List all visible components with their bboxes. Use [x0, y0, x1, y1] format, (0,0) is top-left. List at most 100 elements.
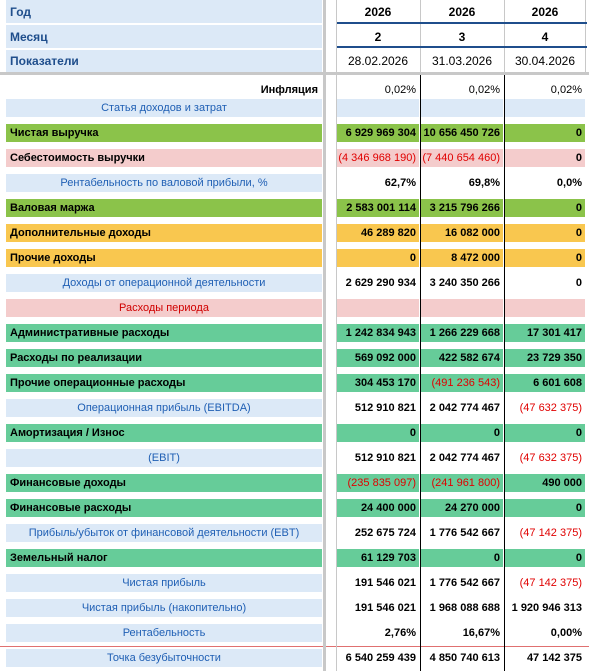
row-col1[interactable]: 191 546 021 [337, 599, 419, 617]
row-col2[interactable]: (7 440 654 460) [421, 149, 503, 167]
inflation-col3[interactable]: 0,02% [505, 80, 585, 100]
row-label[interactable]: Валовая маржа [6, 199, 322, 217]
row-col2[interactable]: 16,67% [421, 624, 503, 642]
row-label[interactable]: Точка безубыточности [6, 649, 322, 667]
row-col3[interactable]: 0 [505, 499, 585, 517]
row-label[interactable]: Чистая прибыль (накопительно) [6, 599, 322, 617]
inflation-col2[interactable]: 0,02% [421, 80, 503, 100]
row-label[interactable]: Доходы от операционной деятельности [6, 274, 322, 292]
row-col1[interactable]: 252 675 724 [337, 524, 419, 542]
row-col3[interactable]: (47 632 375) [505, 399, 585, 417]
row-col1[interactable]: 1 242 834 943 [337, 324, 419, 342]
row-col3[interactable]: 0 [505, 424, 585, 442]
row-col3[interactable]: 0 [505, 149, 585, 167]
row-col2[interactable]: 1 266 229 668 [421, 324, 503, 342]
row-label[interactable]: Расходы по реализации [6, 349, 322, 367]
row-col3[interactable]: 47 142 375 [505, 649, 585, 667]
row-col3[interactable]: 0,0% [505, 174, 585, 192]
row-col1[interactable] [337, 299, 419, 317]
row-col2[interactable]: 2 042 774 467 [421, 449, 503, 467]
row-label[interactable]: (EBIT) [6, 449, 322, 467]
row-label[interactable]: Рентабельность по валовой прибыли, % [6, 174, 322, 192]
row-col3[interactable]: (47 142 375) [505, 574, 585, 592]
row-label[interactable]: Административные расходы [6, 324, 322, 342]
row-col1[interactable]: 24 400 000 [337, 499, 419, 517]
header-month-col1[interactable]: 2 [337, 25, 419, 48]
row-label[interactable]: Статья доходов и затрат [6, 99, 322, 117]
row-col3[interactable]: 0 [505, 274, 585, 292]
row-col1[interactable]: 512 910 821 [337, 449, 419, 467]
row-col3[interactable]: 0 [505, 249, 585, 267]
row-col2[interactable]: 3 240 350 266 [421, 274, 503, 292]
row-col2[interactable]: 1 968 088 688 [421, 599, 503, 617]
row-col2[interactable]: 24 270 000 [421, 499, 503, 517]
row-col2[interactable]: 1 776 542 667 [421, 524, 503, 542]
row-col1[interactable]: 6 540 259 439 [337, 649, 419, 667]
row-col2[interactable]: 3 215 796 266 [421, 199, 503, 217]
row-col1[interactable]: 61 129 703 [337, 549, 419, 567]
inflation-col1[interactable]: 0,02% [337, 80, 419, 100]
row-col2[interactable]: 0 [421, 424, 503, 442]
row-col2[interactable]: 8 472 000 [421, 249, 503, 267]
row-col1[interactable]: 304 453 170 [337, 374, 419, 392]
header-date-col1[interactable]: 28.02.2026 [337, 50, 419, 72]
row-col1[interactable]: 569 092 000 [337, 349, 419, 367]
row-label[interactable]: Финансовые доходы [6, 474, 322, 492]
row-col2[interactable]: (491 236 543) [421, 374, 503, 392]
row-col3[interactable]: 23 729 350 [505, 349, 585, 367]
row-col2[interactable]: 69,8% [421, 174, 503, 192]
row-label[interactable]: Чистая прибыль [6, 574, 322, 592]
row-label[interactable]: Рентабельность [6, 624, 322, 642]
row-label[interactable]: Расходы периода [6, 299, 322, 317]
header-year-col1[interactable]: 2026 [337, 0, 419, 23]
row-col2[interactable]: 10 656 450 726 [421, 124, 503, 142]
header-year-label[interactable]: Год [6, 0, 322, 23]
row-label[interactable]: Дополнительные доходы [6, 224, 322, 242]
header-indicators-label[interactable]: Показатели [6, 50, 322, 72]
header-month-col2[interactable]: 3 [421, 25, 503, 48]
row-col1[interactable]: 191 546 021 [337, 574, 419, 592]
header-year-col2[interactable]: 2026 [421, 0, 503, 23]
row-col2[interactable]: 2 042 774 467 [421, 399, 503, 417]
row-col1[interactable]: 0 [337, 424, 419, 442]
row-col1[interactable]: 512 910 821 [337, 399, 419, 417]
row-label[interactable]: Финансовые расходы [6, 499, 322, 517]
inflation-label[interactable]: Инфляция [6, 80, 322, 100]
row-col2[interactable]: 1 776 542 667 [421, 574, 503, 592]
row-label[interactable]: Прочие операционные расходы [6, 374, 322, 392]
row-col3[interactable]: 6 601 608 [505, 374, 585, 392]
row-col2[interactable]: 16 082 000 [421, 224, 503, 242]
row-col3[interactable]: 17 301 417 [505, 324, 585, 342]
row-col2[interactable]: 422 582 674 [421, 349, 503, 367]
row-col2[interactable] [421, 99, 503, 117]
row-col3[interactable]: (47 142 375) [505, 524, 585, 542]
row-col1[interactable]: (4 346 968 190) [337, 149, 419, 167]
row-col1[interactable]: 46 289 820 [337, 224, 419, 242]
header-month-col3[interactable]: 4 [505, 25, 585, 48]
row-col3[interactable]: (47 632 375) [505, 449, 585, 467]
row-col3[interactable] [505, 299, 585, 317]
row-col1[interactable]: 62,7% [337, 174, 419, 192]
row-label[interactable]: Чистая выручка [6, 124, 322, 142]
row-label[interactable]: Себестоимость выручки [6, 149, 322, 167]
row-label[interactable]: Прибыль/убыток от финансовой деятельност… [6, 524, 322, 542]
header-date-col3[interactable]: 30.04.2026 [505, 50, 585, 72]
row-col2[interactable]: 0 [421, 549, 503, 567]
row-col1[interactable] [337, 99, 419, 117]
row-col3[interactable]: 0 [505, 224, 585, 242]
row-label[interactable]: Амортизация / Износ [6, 424, 322, 442]
row-col1[interactable]: 0 [337, 249, 419, 267]
row-col1[interactable]: (235 835 097) [337, 474, 419, 492]
header-date-col2[interactable]: 31.03.2026 [421, 50, 503, 72]
header-year-col3[interactable]: 2026 [505, 0, 585, 23]
row-col2[interactable] [421, 299, 503, 317]
row-col2[interactable]: (241 961 800) [421, 474, 503, 492]
row-col3[interactable]: 490 000 [505, 474, 585, 492]
row-label[interactable]: Прочие доходы [6, 249, 322, 267]
row-col3[interactable]: 0,00% [505, 624, 585, 642]
row-col2[interactable]: 4 850 740 613 [421, 649, 503, 667]
row-col1[interactable]: 2 583 001 114 [337, 199, 419, 217]
row-col3[interactable] [505, 99, 585, 117]
row-col1[interactable]: 6 929 969 304 [337, 124, 419, 142]
header-month-label[interactable]: Месяц [6, 25, 322, 48]
